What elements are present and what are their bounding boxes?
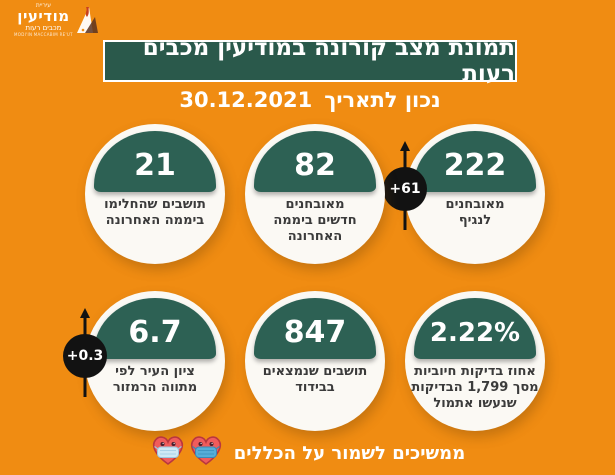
stat-label: תושבים שנמצאים בבידוד: [262, 364, 368, 395]
footer-message: ממשיכים לשמור על הכללים: [233, 442, 466, 464]
stat-label: ציון העיר לפי מתווה הרמזור: [112, 364, 198, 395]
as-of-date-line: נכון לתאריך 30.12.2021: [103, 88, 517, 112]
delta-value: +0.3: [63, 334, 107, 378]
up-arrow-head-icon: [400, 141, 410, 151]
municipality-logo: עיריית מודיעין מכבים רעות MODI'IN MACCAB…: [14, 3, 99, 43]
stat-card-recovered: 21 תושבים שהחלימו ביממה האחרונה: [85, 124, 225, 264]
stat-dome: 2.22%: [414, 298, 536, 359]
delta-badge-plus61: +61: [383, 141, 427, 230]
stat-value: 21: [134, 148, 176, 183]
stat-card-new-cases: 82 מאובחנים חדשים ביממה האחרונה: [245, 124, 385, 264]
stat-value: 6.7: [128, 315, 182, 350]
logo-municipality-word: עיריית: [35, 2, 51, 9]
stat-card-positive-rate: 2.22% אחוז בדיקות חיוביות מסך 1,799 הבדי…: [405, 291, 545, 431]
stat-card-traffic-light-score: 6.7 ציון העיר לפי מתווה הרמזור +0.3: [63, 291, 225, 431]
hearts-with-masks-icon: [150, 433, 226, 473]
page-title: תמונת מצב קורונה במודיעין מכבים רעות: [103, 35, 517, 87]
heart-mask-right: [190, 436, 221, 465]
date-label: נכון לתאריך: [324, 88, 441, 112]
logo-figure-icon: [75, 3, 99, 43]
stat-label: אחוז בדיקות חיוביות מסך 1,799 הבדיקות שנ…: [411, 364, 539, 411]
stat-card-isolation: 847 תושבים שנמצאים בבידוד: [245, 291, 385, 431]
logo-suburbs-name: מכבים רעות: [25, 24, 62, 32]
stats-row-top: 222 מאובחנים לנגיף +61 82 מאובחנים חדשים…: [85, 124, 545, 264]
stat-card-diagnosed-total: 222 מאובחנים לנגיף +61: [383, 124, 545, 264]
footer-message-row: ממשיכים לשמור על הכללים: [0, 433, 615, 473]
stat-dome: 6.7: [94, 298, 216, 359]
stat-dome: 82: [254, 131, 376, 192]
delta-value: +61: [383, 167, 427, 211]
stat-dome: 847: [254, 298, 376, 359]
stats-row-bottom: 2.22% אחוז בדיקות חיוביות מסך 1,799 הבדי…: [63, 291, 545, 431]
stat-label: תושבים שהחלימו ביממה האחרונה: [104, 197, 206, 228]
delta-badge-plus03: +0.3: [63, 308, 107, 397]
heart-mask-left: [152, 436, 183, 465]
municipality-logo-text: עיריית מודיעין מכבים רעות MODI'IN MACCAB…: [14, 3, 73, 37]
stat-value: 82: [294, 148, 336, 183]
stat-value: 222: [443, 148, 507, 183]
up-arrow-head-icon: [80, 308, 90, 318]
stat-value: 847: [283, 315, 347, 350]
stat-value: 2.22%: [429, 317, 521, 348]
stat-dome: 222: [414, 131, 536, 192]
date-value: 30.12.2021: [179, 88, 313, 112]
logo-english-name: MODI'IN MACCABIM RE'UT: [14, 32, 73, 37]
stat-label: מאובחנים לנגיף: [445, 197, 505, 228]
stat-label: מאובחנים חדשים ביממה האחרונה: [273, 197, 357, 244]
stat-dome: 21: [94, 131, 216, 192]
logo-city-name: מודיעין: [17, 7, 70, 25]
